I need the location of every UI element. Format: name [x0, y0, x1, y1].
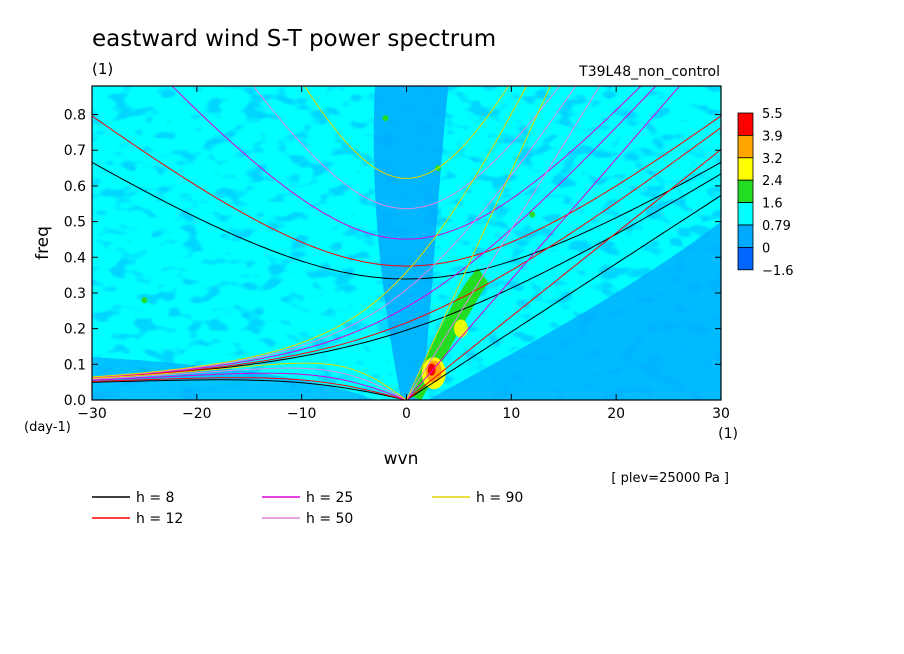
- colorbar-label: 3.9: [762, 129, 783, 144]
- dispersion-curve: [92, 86, 528, 378]
- colorbar-swatch: [737, 179, 754, 203]
- x-tick-label: −30: [77, 406, 107, 422]
- low-power-band: [373, 86, 449, 400]
- x-tick-label: 0: [402, 406, 411, 422]
- colorbar-label: 3.2: [762, 152, 783, 167]
- legend-label: h = 25: [306, 490, 353, 506]
- secondary-peak: [454, 319, 469, 338]
- chart-title: eastward wind S-T power spectrum: [92, 26, 496, 52]
- colorbar-swatch: [737, 157, 754, 181]
- y-tick-label: 0.5: [64, 215, 86, 231]
- colorbar-swatch: [737, 246, 754, 271]
- y-axis: 0.0 0.1 0.2 0.3 0.4 0.5 0.6 0.7 0.8: [64, 108, 721, 409]
- colorbar-swatch: [737, 202, 754, 226]
- y-tick-label: 0.1: [64, 357, 86, 373]
- colorbar-swatch: [737, 134, 754, 159]
- x-axis: −30 −20 −10 0 10 20 30: [77, 86, 730, 422]
- colorbar-swatch: [737, 112, 754, 136]
- legend-label: h = 90: [476, 490, 523, 506]
- dispersion-curve: [92, 127, 721, 379]
- colorbar-label: −1.6: [762, 264, 794, 279]
- dispersion-curve: [92, 161, 721, 280]
- dispersion-curve: [92, 372, 407, 400]
- colorbar-swatch: [737, 224, 754, 248]
- dispersion-curve: [406, 86, 681, 400]
- dispersion-curve: [406, 86, 601, 400]
- dispersion-curve: [92, 86, 657, 378]
- x-axis-label: wvn: [384, 449, 419, 469]
- dispersion-curve: [252, 86, 561, 210]
- colorbar: 5.5 3.9 3.2 2.4 1.6 0.79 0 −1.6: [737, 107, 794, 279]
- dispersion-curve: [92, 115, 721, 267]
- x-axis-unit: (1): [718, 426, 738, 442]
- legend-label: h = 50: [306, 511, 353, 527]
- dispersion-curve: [406, 149, 721, 400]
- y-tick-label: 0.3: [64, 286, 86, 302]
- x-tick-label: 20: [607, 406, 625, 422]
- plot-area: [92, 86, 721, 400]
- dispersion-curve: [92, 362, 407, 400]
- dispersion-curve: [92, 367, 407, 400]
- dispersion-curve: [406, 194, 721, 400]
- x-tick-label: 10: [502, 406, 520, 422]
- colorbar-label: 0: [762, 241, 770, 256]
- colorbar-label: 5.5: [762, 107, 783, 122]
- minor-peak: [529, 211, 536, 218]
- dispersion-curve: [92, 379, 407, 400]
- colorbar-label: 2.4: [762, 174, 783, 189]
- dispersion-curve: [92, 377, 407, 400]
- y-tick-label: 0.6: [64, 179, 86, 195]
- y-axis-label: freq: [33, 226, 53, 260]
- y-tick-label: 0.4: [64, 250, 86, 266]
- chart-subtitle-left: (1): [92, 60, 113, 78]
- colorbar-label: 0.79: [762, 219, 791, 234]
- legend-label: h = 8: [136, 490, 174, 506]
- dispersion-curve: [171, 86, 642, 240]
- minor-peak: [382, 115, 389, 122]
- y-tick-label: 0.8: [64, 108, 86, 124]
- legend-label: h = 12: [136, 511, 183, 527]
- dispersion-curve: [406, 86, 551, 400]
- dispersion-curve: [92, 86, 577, 378]
- plev-annotation: [ plev=25000 Pa ]: [611, 471, 729, 486]
- chart-subtitle-right: T39L48_non_control: [578, 64, 720, 80]
- y-tick-label: 0.0: [64, 393, 86, 409]
- y-tick-label: 0.2: [64, 322, 86, 338]
- x-tick-label: 30: [712, 406, 730, 422]
- low-power-region-east: [427, 221, 721, 400]
- curve-legend: h = 8 h = 12 h = 25 h = 50 h = 90: [92, 490, 523, 527]
- x-tick-label: −20: [182, 406, 212, 422]
- dispersion-curve: [303, 86, 510, 179]
- minor-peak: [141, 297, 148, 304]
- y-axis-unit: (day-1): [24, 420, 71, 435]
- low-power-region-west: [92, 357, 376, 400]
- y-tick-label: 0.7: [64, 143, 86, 159]
- colorbar-label: 1.6: [762, 197, 783, 212]
- x-tick-label: −10: [287, 406, 317, 422]
